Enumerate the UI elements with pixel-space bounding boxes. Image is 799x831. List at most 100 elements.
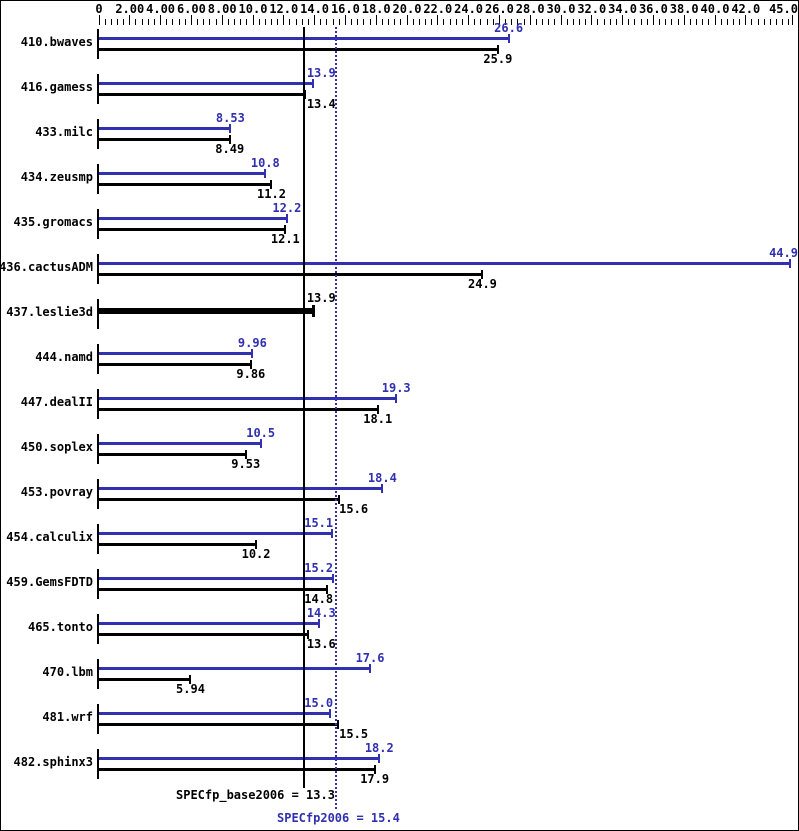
base-bar [99,678,191,681]
axis-minor-tick [240,19,242,25]
axis-minor-tick [135,19,137,25]
benchmark-label: 459.GemsFDTD [6,575,93,589]
peak-value-label: 14.3 [306,606,336,620]
axis-minor-tick [123,19,125,25]
peak-value-label: 19.3 [381,381,411,395]
baseline-whisker [97,299,99,329]
baseline-whisker [97,659,99,689]
axis-minor-tick [166,19,168,25]
axis-minor-tick [320,19,322,25]
peak-bar-endcap [229,124,232,133]
axis-tick-label: 28.0 [515,2,545,16]
axis-major-tick [283,15,285,25]
axis-minor-tick [270,19,272,25]
axis-tick-label: 14.0 [300,2,330,16]
peak-bar-endcap [789,259,792,268]
peak-bar [99,442,261,445]
axis-minor-tick [739,19,741,25]
axis-minor-tick [443,19,445,25]
base-value-label: 10.2 [241,547,271,561]
axis-tick-label: 8.00 [207,2,237,16]
axis-minor-tick [628,19,630,25]
axis-tick-label: 42.0 [731,2,761,16]
base-bar-endcap [307,630,310,639]
axis-major-tick [498,15,500,25]
base-value-label: 15.5 [339,727,369,741]
base-value-label: 15.6 [339,502,369,516]
base-bar-endcap [304,90,307,99]
base-bar-endcap [325,585,328,594]
axis-minor-tick [277,19,279,25]
axis-minor-tick [517,19,519,25]
peak-value-label: 15.2 [304,561,334,575]
axis-minor-tick [732,19,734,25]
base-bar [99,408,378,411]
base-bar-endcap [270,180,273,189]
axis-minor-tick [726,19,728,25]
axis-tick-label: 0 [95,2,103,16]
benchmark-label: 433.milc [35,125,93,139]
axis-major-tick [683,15,685,25]
baseline-whisker [97,434,99,464]
benchmark-label: 410.bwaves [20,35,93,49]
axis-minor-tick [461,19,463,25]
benchmark-label: 444.namd [35,350,93,364]
axis-major-tick [652,15,654,25]
axis-minor-tick [677,19,679,25]
baseline-whisker [97,569,99,599]
base-value-label: 14.8 [304,592,334,606]
baseline-whisker [97,389,99,419]
peak-value-label: 9.96 [237,336,267,350]
axis-major-tick [406,15,408,25]
benchmark-label: 434.zeusmp [20,170,93,184]
axis-minor-tick [301,19,303,25]
axis-minor-tick [412,19,414,25]
baseline-whisker [97,254,99,284]
axis-tick-label: 36.0 [638,2,668,16]
axis-major-tick [560,15,562,25]
base-bar-endcap [284,225,287,234]
axis-minor-tick [178,19,180,25]
base-value-label: 13.6 [306,637,336,651]
axis-minor-tick [702,19,704,25]
peak-bar [99,127,231,130]
axis-tick-label: 18.0 [361,2,391,16]
base-bar [99,138,230,141]
axis-minor-tick [357,19,359,25]
axis-minor-tick [400,19,402,25]
axis-major-tick [375,15,377,25]
base-bar [99,498,340,501]
benchmark-label: 447.dealII [20,395,93,409]
axis-minor-tick [184,19,186,25]
axis-minor-tick [665,19,667,25]
axis-minor-tick [597,19,599,25]
axis-minor-tick [659,19,661,25]
axis-major-tick [160,15,162,25]
base-value-label: 9.53 [231,457,261,471]
axis-major-tick [622,15,624,25]
axis-minor-tick [209,19,211,25]
benchmark-label: 465.tonto [27,620,93,634]
axis-major-tick [344,15,346,25]
axis-minor-tick [418,19,420,25]
benchmark-label: 436.cactusADM [0,260,93,274]
axis-major-tick [314,15,316,25]
benchmark-label: 481.wrf [42,710,93,724]
axis-major-tick [437,15,439,25]
axis-tick-label: 26.0 [484,2,514,16]
axis-minor-tick [634,19,636,25]
axis-minor-tick [197,19,199,25]
peak-bar-endcap [329,709,331,718]
peak-mean-line [335,27,338,811]
base-bar [99,273,483,276]
axis-major-tick [98,15,100,25]
axis-minor-tick [505,19,507,25]
peak-bar-endcap [285,214,288,223]
peak-bar-endcap [381,484,384,493]
axis-minor-tick [646,19,648,25]
benchmark-label: 482.sphinx3 [13,755,93,769]
axis-tick-label: 45.0 [769,2,798,16]
base-bar [99,633,309,636]
axis-minor-tick [351,19,353,25]
